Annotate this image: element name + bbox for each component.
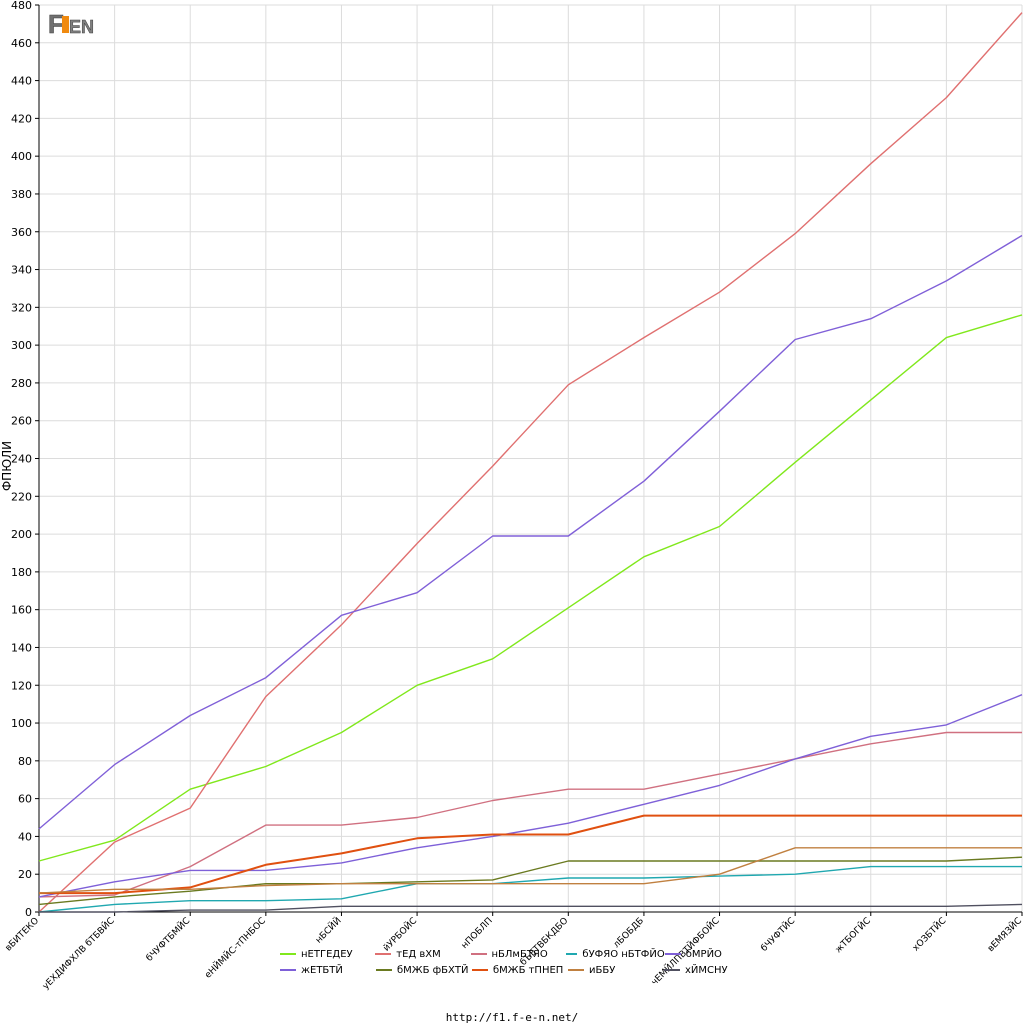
y-tick-label: 160 [11,604,32,617]
legend-swatch [280,969,296,971]
legend-swatch [565,953,578,955]
series-line-6 [38,694,1023,898]
x-tick-label: бЧУФТЙС [758,915,797,954]
x-tick-label: хОЗБТЙС [910,915,949,954]
legend-label: бУФЯО нБТФЙО [582,948,665,960]
grid-lines [38,4,1023,913]
y-tick-label: 380 [11,188,32,201]
y-tick-label: 300 [11,339,32,352]
legend-label: бМЖБ тПНЕП [493,964,564,976]
y-tick-label: 180 [11,566,32,579]
y-tick-label: 420 [11,112,32,125]
x-tick-label: вБИТЕКО [4,916,41,953]
y-tick-label: 0 [25,906,32,919]
legend-item: бМЖБ тПНЕП [472,965,568,976]
y-tick-label: 80 [18,755,32,768]
footer-url[interactable]: http://f1.f-e-n.net/ [445,1011,579,1024]
series-line-5 [38,234,1023,830]
y-tick-label: 140 [11,641,32,654]
x-tick-label: еНЙМЙС-тПНБОС [202,915,268,981]
series-line-3 [38,731,1022,898]
f1en-logo: F EN [47,7,101,39]
x-tick-label: уЕХДИФХЛВ бТБВЙС [40,915,117,992]
svg-text:EN: EN [69,17,94,37]
legend-swatch [375,953,392,955]
legend-swatch [470,953,487,955]
y-tick-label: 320 [11,301,32,314]
series-line-8 [39,814,1022,895]
y-axis-label: ФПЮЛИ [0,441,14,491]
y-tick-label: 120 [11,679,32,692]
legend-item: бМРЙО [664,948,760,960]
legend-item: жЕТБТЙ [280,965,376,976]
legend-item: хЙМСНУ [664,965,760,976]
x-tick-label: бЧУФТБМЙС [143,915,192,964]
series-lines [38,12,1023,913]
series-line-1 [38,314,1023,862]
legend-swatch [280,953,296,955]
legend-item: тЕД вХМ [375,949,470,960]
axes [35,4,1023,916]
legend-item: нЕТГЕДЕУ [280,949,375,960]
series-line-9 [38,847,1022,894]
legend-item: бМЖБ фБХТЙ [376,965,472,976]
legend: нЕТГЕДЕУ тЕД вХМ нБЛмБТЯО бУФЯО нБТФЙО бМРЙО… [280,946,760,978]
y-tick-labels: 0 20 40 60 80 100 120 140 160 180 200 220 240 260 280 3… [11,0,32,919]
y-tick-label: 60 [18,793,32,806]
legend-label: иББУ [589,964,616,976]
legend-item: нБЛмБТЯО [470,948,566,960]
legend-row: нЕТГЕДЕУ тЕД вХМ нБЛмБТЯО бУФЯО нБТФЙО бМРЙО [280,946,760,962]
legend-label: тЕД вХМ [396,948,441,960]
legend-item: иББУ [568,965,664,976]
y-tick-label: 260 [11,415,32,428]
legend-swatch [664,969,680,971]
legend-swatch [568,969,584,971]
series-line-2 [38,12,1023,913]
legend-label: нЕТГЕДЕУ [301,948,353,960]
svg-text:F: F [48,9,64,37]
logo-mark: F EN [47,7,101,39]
series-line-4 [38,865,1022,913]
y-tick-label: 20 [18,868,32,881]
y-tick-label: 240 [11,453,32,466]
y-tick-label: 360 [11,226,32,239]
legend-label: бМРЙО [685,948,722,960]
y-tick-label: 280 [11,377,32,390]
x-tick-label: нБСЙЙ [313,915,344,946]
y-tick-label: 340 [11,264,32,277]
x-tick-label: жТБОГЙС [832,915,873,956]
series-line-7 [38,856,1023,906]
y-tick-label: 200 [11,528,32,541]
legend-row: жЕТБТЙ бМЖБ фБХТЙ бМЖБ тПНЕП иББУ хЙМСНУ [280,962,760,978]
legend-label: жЕТБТЙ [301,964,343,976]
y-tick-label: 100 [11,717,32,730]
legend-label: нБЛмБТЯО [491,948,548,960]
legend-label: бМЖБ фБХТЙ [397,964,469,976]
legend-swatch [376,969,392,971]
y-tick-label: 40 [18,830,32,843]
y-tick-label: 480 [11,0,32,12]
x-tick-label: вЕМЯЗЙС [985,915,1024,954]
series-line-10 [39,903,1023,913]
y-tick-label: 220 [11,490,32,503]
y-tick-label: 460 [11,37,32,50]
y-tick-label: 440 [11,75,32,88]
legend-swatch [472,969,488,971]
legend-swatch [664,953,681,955]
legend-label: хЙМСНУ [685,964,728,976]
y-tick-label: 400 [11,150,32,163]
legend-item: бУФЯО нБТФЙО [565,948,665,960]
